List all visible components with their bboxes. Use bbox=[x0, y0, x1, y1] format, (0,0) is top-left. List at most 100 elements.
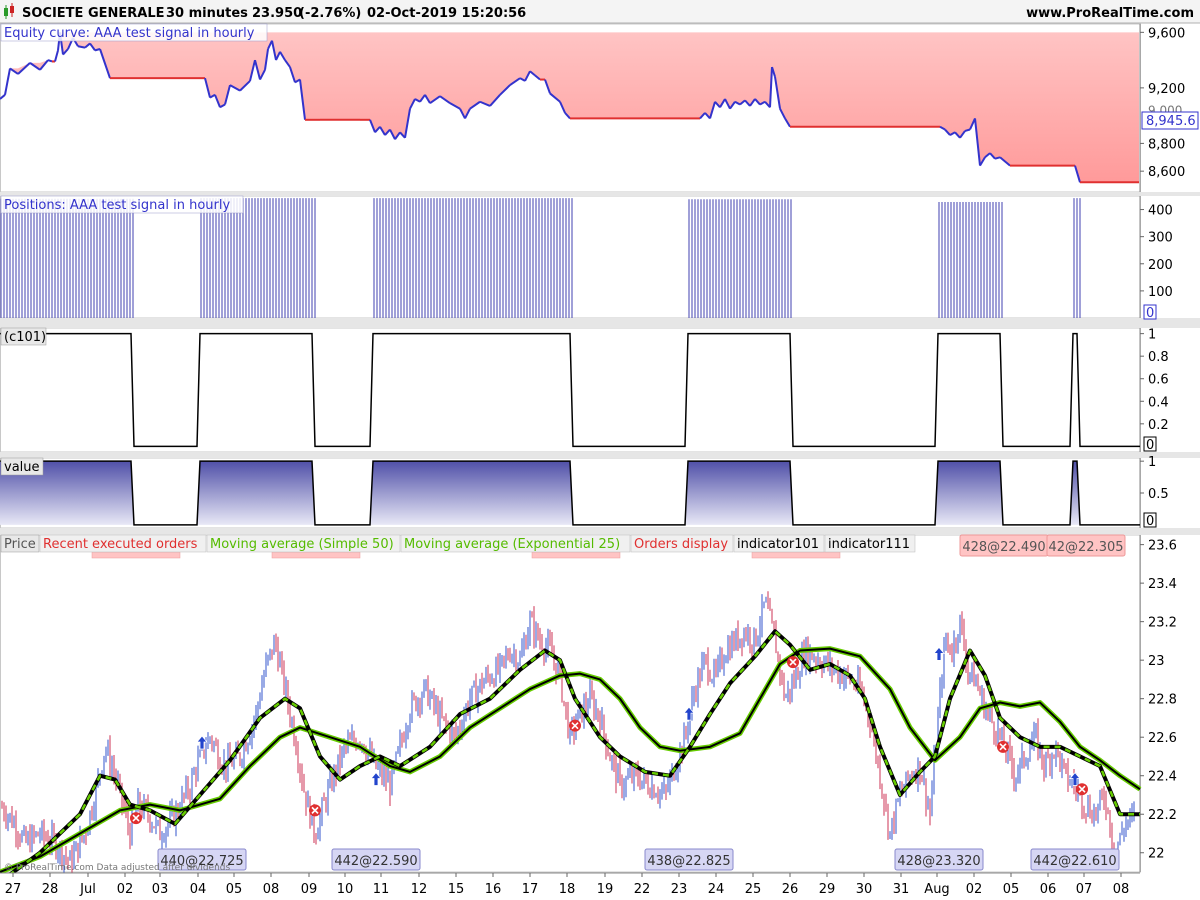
equity-segment bbox=[289, 66, 296, 83]
legend-indicator111[interactable]: indicator111 bbox=[828, 537, 910, 552]
equity-segment bbox=[784, 117, 791, 128]
c101-last-value: 0 bbox=[1146, 438, 1154, 453]
equity-segment bbox=[9, 67, 19, 75]
sell-cross-mark bbox=[1078, 785, 1086, 793]
x-tick-label: 29 bbox=[819, 882, 836, 897]
y-tick-label: 0.4 bbox=[1148, 395, 1169, 410]
order-label: 442@22.590 bbox=[334, 854, 417, 869]
equity-segment bbox=[989, 152, 996, 160]
equity-segment bbox=[384, 128, 391, 136]
equity-segment bbox=[779, 108, 786, 119]
x-tick-label: 09 bbox=[301, 882, 318, 897]
price-change: (-2.76%) bbox=[299, 6, 361, 21]
equity-segment bbox=[275, 51, 281, 61]
equity-segment bbox=[759, 100, 766, 106]
x-tick-label: 27 bbox=[5, 882, 22, 897]
order-label-top: 42@22.305 bbox=[1048, 540, 1123, 555]
equity-segment bbox=[259, 69, 266, 80]
equity-segment bbox=[271, 40, 277, 61]
legend-sma[interactable]: Moving average (Simple 50) bbox=[210, 537, 394, 552]
x-tick-label: 06 bbox=[1040, 882, 1057, 897]
equity-segment bbox=[749, 98, 756, 107]
equity-segment bbox=[564, 112, 571, 120]
c101-panel bbox=[0, 332, 1140, 448]
value-line bbox=[0, 460, 1140, 526]
value-area bbox=[370, 461, 573, 525]
equity-segment bbox=[54, 50, 59, 62]
legend-price[interactable]: Price bbox=[4, 537, 36, 552]
equity-segment bbox=[704, 112, 711, 120]
equity-segment bbox=[534, 74, 541, 81]
y-tick-label: 22.6 bbox=[1148, 731, 1177, 746]
equity-segment bbox=[284, 59, 291, 68]
equity-segment bbox=[739, 99, 746, 106]
last-value-box bbox=[1141, 111, 1199, 130]
c101-line bbox=[0, 332, 1140, 448]
equity-segment bbox=[734, 100, 741, 106]
equity-segment bbox=[239, 80, 251, 92]
order-label: 442@22.610 bbox=[1033, 854, 1116, 869]
equity-segment bbox=[94, 48, 101, 52]
x-tick-label: 12 bbox=[411, 882, 428, 897]
separator bbox=[0, 528, 1200, 535]
y-tick-label: 0.5 bbox=[1148, 487, 1169, 502]
equity-segment bbox=[479, 100, 491, 107]
equity-segment bbox=[549, 92, 561, 103]
equity-segment bbox=[939, 125, 946, 131]
x-axis-bg bbox=[0, 873, 1200, 900]
y-tick-label: 22.2 bbox=[1148, 808, 1177, 823]
x-tick-label: 15 bbox=[448, 882, 465, 897]
equity-segment bbox=[424, 94, 431, 104]
legend-ema[interactable]: Moving average (Exponential 25) bbox=[404, 537, 620, 552]
equity-segment bbox=[529, 70, 536, 77]
positions-panel bbox=[0, 198, 1081, 318]
order-tab bbox=[751, 551, 841, 559]
y-tick-label: 200 bbox=[1148, 258, 1173, 273]
equity-segment bbox=[974, 118, 981, 166]
order-tab bbox=[91, 551, 181, 559]
value-area bbox=[0, 461, 134, 525]
equity-segment bbox=[299, 79, 306, 120]
equity-segment bbox=[984, 152, 991, 159]
equity-segment bbox=[524, 70, 531, 82]
order-label-box bbox=[1030, 848, 1120, 871]
equity-segment bbox=[429, 95, 441, 104]
buy-arrow-icon bbox=[933, 646, 945, 661]
x-tick-label: 16 bbox=[485, 882, 502, 897]
equity-segment bbox=[39, 59, 49, 71]
equity-segment bbox=[249, 59, 256, 82]
interval-label[interactable]: 30 minutes bbox=[166, 6, 248, 21]
equity-segment bbox=[719, 98, 726, 108]
x-axis: 27 28 Jul 02 03 04 05 08 09 10 11 12 15 16 17 18 19 22 23 2… bbox=[0, 872, 1200, 900]
equity-segment bbox=[264, 48, 269, 70]
value-area bbox=[685, 461, 793, 525]
legend-orders-display[interactable]: Orders display bbox=[634, 537, 728, 552]
x-tick-label: 26 bbox=[782, 882, 799, 897]
legend-recent-orders[interactable]: Recent executed orders bbox=[43, 537, 198, 552]
last-price: 23.950 bbox=[252, 6, 302, 21]
x-tick-label: 18 bbox=[559, 882, 576, 897]
equity-segment bbox=[89, 42, 96, 51]
x-tick-label: 03 bbox=[152, 882, 169, 897]
equity-segment bbox=[419, 94, 426, 103]
value-area bbox=[935, 461, 1003, 525]
x-tick-label: 02 bbox=[117, 882, 134, 897]
equity-segment bbox=[224, 84, 231, 105]
order-label-top-box bbox=[1046, 534, 1126, 557]
equity-segment bbox=[229, 84, 241, 92]
sell-cross-mark bbox=[999, 743, 1007, 751]
equity-segment bbox=[499, 84, 511, 96]
x-tick-label: 05 bbox=[1003, 882, 1020, 897]
y-tick-label: 22 bbox=[1148, 847, 1165, 862]
legend-indicator101[interactable]: indicator101 bbox=[737, 537, 819, 552]
y-tick-label: 8,600 bbox=[1148, 165, 1185, 180]
y-tick-label: 23.4 bbox=[1148, 577, 1177, 592]
x-tick-label: 02 bbox=[966, 882, 983, 897]
buy-arrow-icon bbox=[1069, 771, 1081, 786]
site-link[interactable]: www.ProRealTime.com bbox=[1026, 6, 1194, 21]
y-tick-label: 1 bbox=[1148, 328, 1156, 343]
x-tick-label: 04 bbox=[190, 882, 207, 897]
equity-title: Equity curve: AAA test signal in hourly bbox=[4, 26, 255, 41]
drawdown-area bbox=[0, 32, 1139, 183]
y-tick-label: 22.4 bbox=[1148, 770, 1177, 785]
